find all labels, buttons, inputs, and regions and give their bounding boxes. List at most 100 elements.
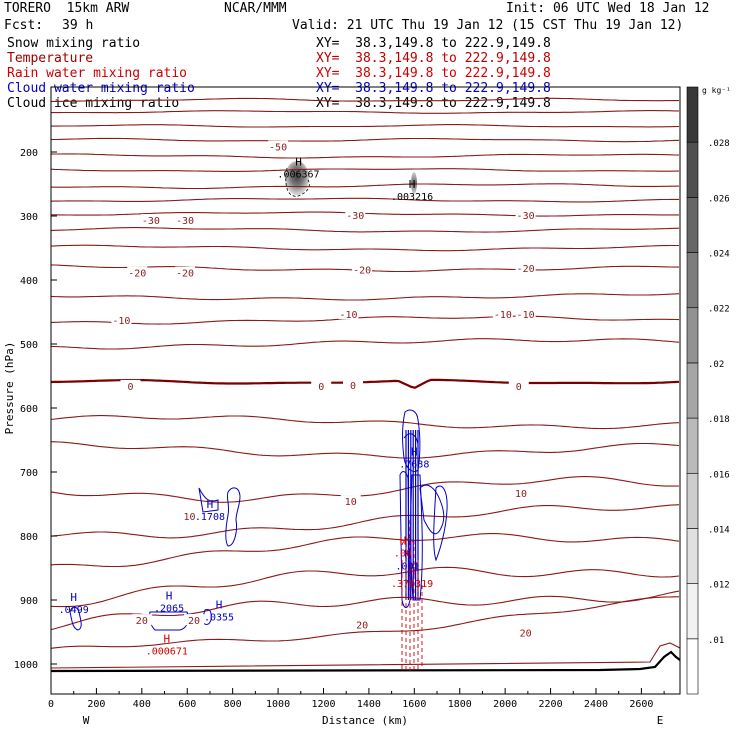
temperature-contour <box>50 415 680 430</box>
extremum-marker: H <box>166 590 173 603</box>
x-tick-label: 2600 <box>629 699 653 710</box>
colorbar-tick-label: .014 <box>708 525 730 535</box>
temperature-contour <box>50 244 679 252</box>
temperature-contour <box>51 97 679 102</box>
extremum-marker: H <box>404 547 411 560</box>
y-tick-label: 1000 <box>14 660 38 671</box>
x-tick-label: 2400 <box>584 699 608 710</box>
extremum-marker: H <box>400 534 407 547</box>
temperature-contour-label: -20 <box>353 265 371 276</box>
x-end-label-east: E <box>657 714 664 727</box>
temperature-contour <box>50 338 680 350</box>
colorbar-box <box>686 528 699 584</box>
field-xy-cloud-ice: XY= 38.3,149.8 to 222.9,149.8 <box>316 96 551 111</box>
temperature-contour-label: 0 <box>127 382 133 393</box>
extremum-value: .1708 <box>195 512 225 523</box>
temperature-contour <box>51 110 679 114</box>
temperature-contour-label: 0 <box>318 382 324 393</box>
temperature-label-bg <box>352 618 373 630</box>
y-tick-label: 600 <box>20 404 38 415</box>
x-tick-label: 1200 <box>311 699 335 710</box>
temperature-contour <box>50 566 680 608</box>
extremum-value: .7638 <box>399 460 429 471</box>
organization: NCAR/MMM <box>224 1 287 16</box>
y-tick-label: 800 <box>20 532 38 543</box>
temperature-contour-label: -10 <box>112 316 130 327</box>
temperature-label-bg <box>515 209 536 220</box>
temperature-contour-label: 20 <box>188 616 200 627</box>
temperature-label-bg <box>508 379 529 391</box>
temperature-contour <box>50 293 680 301</box>
temperature-label-bg <box>111 313 132 325</box>
cloud-water-contour <box>433 485 448 562</box>
extremum-marker: H <box>409 565 416 578</box>
colorbar-box <box>686 362 699 419</box>
colorbar-tick-label: .018 <box>708 415 730 425</box>
y-tick-label: 400 <box>20 276 38 287</box>
snow-contour <box>285 167 310 197</box>
extremum-value: .2065 <box>154 604 184 615</box>
temperature-contour-label: 20 <box>136 616 148 627</box>
x-end-label-west: W <box>83 714 90 727</box>
x-tick-label: 800 <box>224 699 242 710</box>
field-xy-temperature: XY= 38.3,149.8 to 222.9,149.8 <box>316 51 551 66</box>
x-tick-label: 2200 <box>539 699 563 710</box>
temperature-label-bg <box>127 266 148 278</box>
colorbar-tick-label: .024 <box>708 250 730 260</box>
colorbar-box <box>686 141 699 198</box>
temperature-contour-label: -20 <box>517 264 535 275</box>
temperature-contour <box>50 378 680 389</box>
init-time: Init: 06 UTC Wed 18 Jan 12 <box>506 1 710 16</box>
temperature-contour-label: -30 <box>176 216 194 227</box>
snow-blob <box>411 172 417 194</box>
colorbar-box <box>686 417 699 474</box>
temperature-label-bg <box>184 614 205 626</box>
temperature-contour <box>50 227 680 233</box>
x-axis-label: Distance (km) <box>322 714 408 727</box>
colorbar-box <box>686 252 699 309</box>
extremum-value: .006367 <box>277 170 319 181</box>
temperature-label-bg <box>131 614 152 626</box>
extremum-marker: H <box>295 156 302 169</box>
temperature-contour-label: 10 <box>515 489 527 500</box>
temperature-contour <box>50 168 679 172</box>
colorbar-tick-label: .016 <box>708 470 730 480</box>
forecast-label: Fcst: <box>4 18 44 33</box>
extremum-marker: H <box>70 591 77 604</box>
colorbar-tick-label: .028 <box>708 139 730 149</box>
extremum-value: .000671 <box>146 646 188 657</box>
extremum-value: .00 <box>394 548 412 559</box>
cloud-water-contour <box>225 487 241 547</box>
temperature-contour <box>50 183 680 190</box>
temperature-contour-label: 0 <box>350 381 356 392</box>
temperature-label-bg <box>311 379 332 391</box>
temperature-label-bg <box>140 214 161 226</box>
colorbar-box <box>686 472 699 529</box>
field-xy-cloud-water: XY= 38.3,149.8 to 222.9,149.8 <box>316 81 551 96</box>
temperature-contour-label: -30 <box>517 211 535 222</box>
temperature-contour-label: -30 <box>142 216 160 227</box>
field-name-snow: Snow mixing ratio <box>7 36 141 51</box>
extremum-marker: H <box>411 446 418 459</box>
temperature-contour <box>50 596 679 649</box>
temperature-contour <box>50 533 680 568</box>
temperature-label-bg <box>515 308 536 320</box>
temperature-contour <box>50 504 680 539</box>
cloud-water-contour <box>403 433 419 445</box>
rain-water-contour <box>401 538 415 546</box>
temperature-label-bg <box>511 486 532 498</box>
forecast-hours: 39 h <box>62 18 94 33</box>
x-tick-label: 400 <box>133 699 151 710</box>
temperature-contour-label: -10 <box>517 310 535 321</box>
valid-time: Valid: 21 UTC Thu 19 Jan 12 (15 CST Thu … <box>292 18 684 33</box>
temperature-contour <box>50 197 679 203</box>
y-tick-label: 700 <box>20 468 38 479</box>
temperature-contour <box>50 315 680 325</box>
temperature-contour-label: -20 <box>128 269 146 280</box>
extremum-marker: H <box>409 178 416 191</box>
temperature-label-bg <box>340 495 361 507</box>
temperature-contour <box>50 642 681 669</box>
field-name-temperature: Temperature <box>7 51 94 66</box>
colorbar-box <box>686 307 699 364</box>
